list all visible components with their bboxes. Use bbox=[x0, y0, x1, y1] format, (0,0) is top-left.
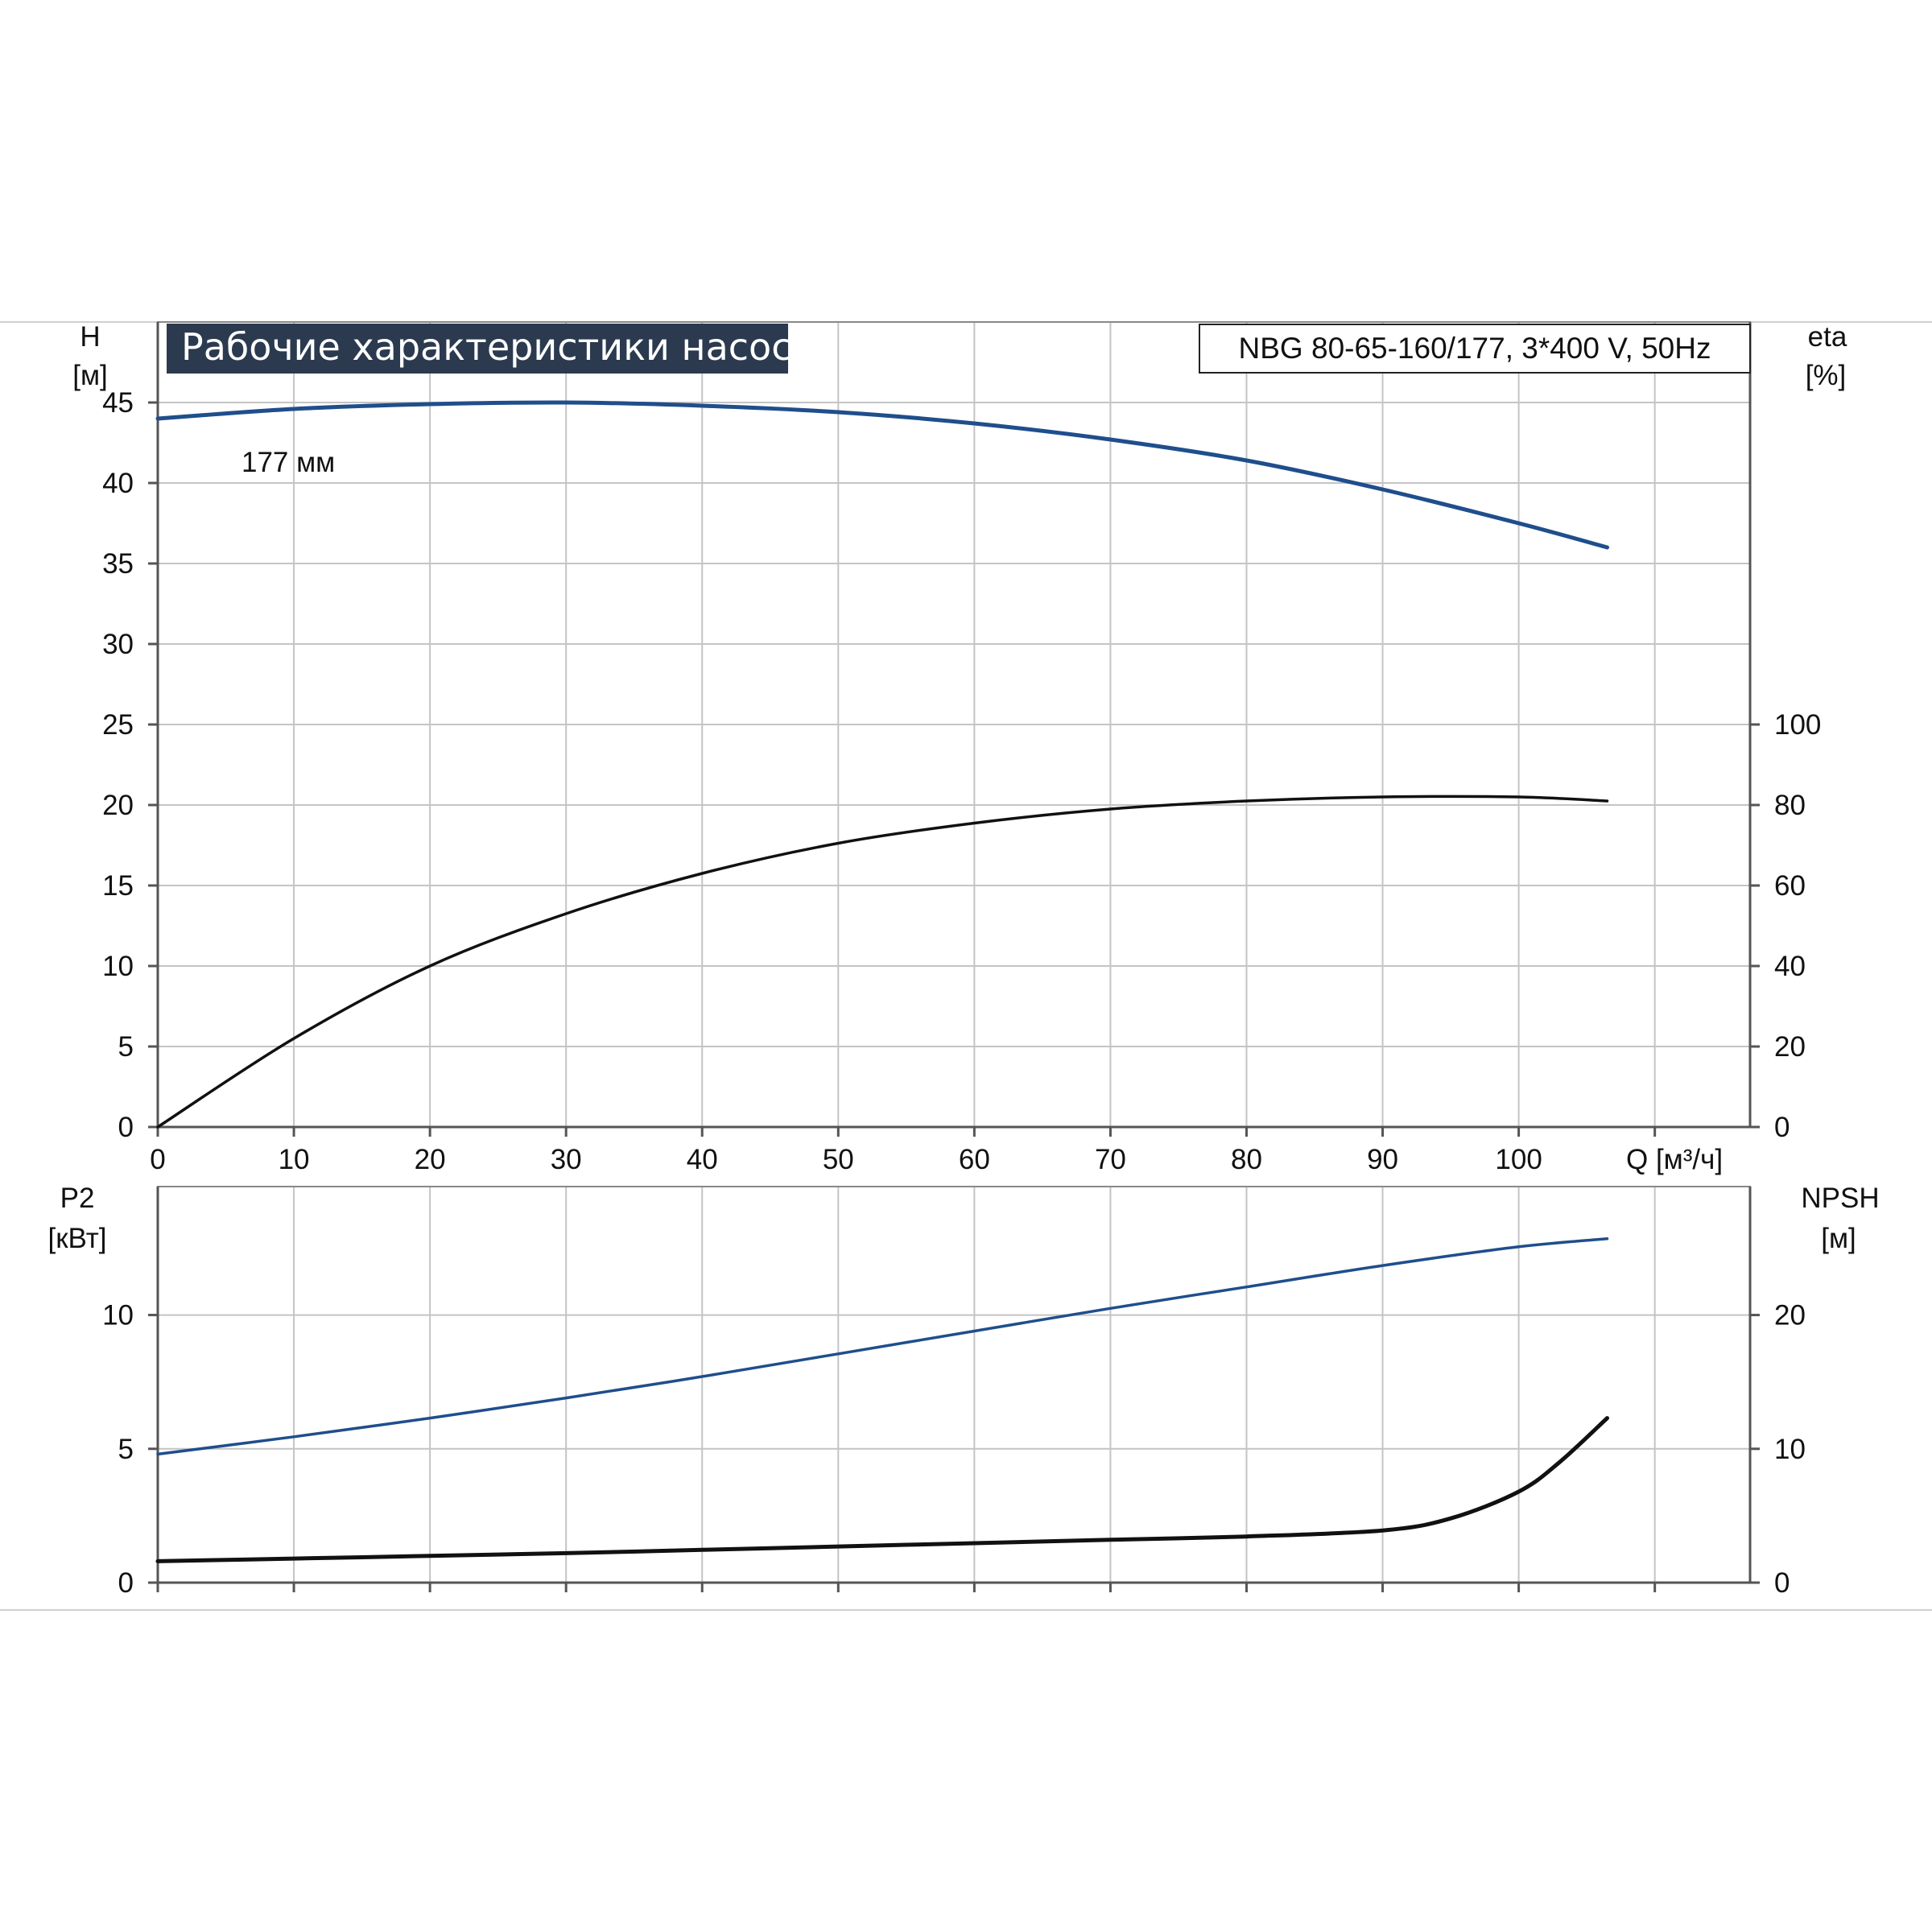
series-line-eta bbox=[156, 795, 1609, 1129]
bottom-left-tick-label: 10 bbox=[102, 1300, 134, 1331]
bottom-right-axis-label-line1: NPSH bbox=[1801, 1183, 1879, 1214]
title-box bbox=[167, 324, 788, 374]
top-left-tick-label: 30 bbox=[102, 629, 134, 660]
top-left-axis-label-line2: [м] bbox=[72, 360, 108, 391]
x-tick-label: 30 bbox=[551, 1144, 582, 1175]
x-tick-label: 60 bbox=[959, 1144, 990, 1175]
bottom-right-tick-label: 10 bbox=[1774, 1434, 1806, 1465]
top-right-tick-label: 0 bbox=[1774, 1112, 1790, 1143]
top-left-tick-label: 10 bbox=[102, 951, 134, 982]
top-left-tick-label: 0 bbox=[118, 1112, 134, 1143]
chart-title: Рабочие характеристики насоса bbox=[181, 325, 815, 369]
top-right-axis-label-line1: eta bbox=[1808, 321, 1847, 353]
x-tick-label: 90 bbox=[1367, 1144, 1398, 1175]
x-tick-label: 20 bbox=[415, 1144, 446, 1175]
curve-annotation: 177 мм bbox=[242, 447, 335, 478]
bottom-series bbox=[155, 1237, 1609, 1563]
top-right-tick-label: 40 bbox=[1774, 951, 1806, 982]
top-series bbox=[155, 400, 1609, 1129]
bottom-left-tick-label: 0 bbox=[118, 1567, 134, 1599]
bottom-right-tick-label: 0 bbox=[1774, 1567, 1790, 1599]
model-label-box bbox=[1199, 324, 1751, 374]
top-right-axis-label-line2: [%] bbox=[1806, 360, 1847, 391]
bottom-right-axis-label-line2: [м] bbox=[1821, 1223, 1856, 1254]
top-left-tick-label: 5 bbox=[118, 1031, 134, 1063]
bottom-right-tick-label: 20 bbox=[1774, 1300, 1806, 1331]
top-left-tick-label: 40 bbox=[102, 468, 134, 499]
model-label: NBG 80-65-160/177, 3*400 V, 50Hz bbox=[1239, 332, 1711, 365]
x-axis-label: Q [м³/ч] bbox=[1626, 1144, 1723, 1175]
top-left-tick-label: 45 bbox=[102, 387, 134, 419]
bottom-left-axis-label-line2: [кВт] bbox=[48, 1223, 107, 1254]
bottom-frame bbox=[157, 1186, 1751, 1583]
x-tick-label: 0 bbox=[150, 1144, 165, 1175]
top-grid bbox=[157, 321, 1751, 1128]
x-tick-label: 10 bbox=[279, 1144, 310, 1175]
bottom-left-axis-label-line1: P2 bbox=[60, 1183, 95, 1214]
series-line-npsh bbox=[155, 1416, 1609, 1563]
top-right-tick-label: 20 bbox=[1774, 1031, 1806, 1063]
top-panel: 0 5 10 15 20 25 30 35 40 45 0 20 40 60 80 100 0 10 20 30 40 5… bbox=[102, 321, 1821, 1175]
top-right-tick-label: 80 bbox=[1774, 790, 1806, 821]
top-left-tick-label: 35 bbox=[102, 548, 134, 580]
top-left-tick-label: 25 bbox=[102, 709, 134, 741]
x-tick-label: 40 bbox=[687, 1144, 718, 1175]
bottom-grid bbox=[157, 1186, 1751, 1583]
x-tick-label: 100 bbox=[1495, 1144, 1542, 1175]
top-right-tick-label: 60 bbox=[1774, 870, 1806, 902]
series-line-h bbox=[155, 400, 1609, 550]
x-tick-label: 50 bbox=[823, 1144, 854, 1175]
top-left-tick-label: 15 bbox=[102, 870, 134, 902]
top-left-axis-label-line1: H bbox=[80, 321, 100, 353]
bottom-panel: 0 5 10 0 10 20 bbox=[102, 1186, 1806, 1599]
top-right-tick-label: 100 bbox=[1774, 709, 1821, 741]
x-tick-label: 70 bbox=[1095, 1144, 1126, 1175]
top-ticks: 0 5 10 15 20 25 30 35 40 45 0 20 40 60 80 100 0 10 20 30 40 5… bbox=[102, 322, 1821, 1175]
bottom-ticks: 0 5 10 0 10 20 bbox=[102, 1187, 1806, 1599]
x-tick-label: 80 bbox=[1231, 1144, 1262, 1175]
bottom-left-tick-label: 5 bbox=[118, 1434, 134, 1465]
top-left-tick-label: 20 bbox=[102, 790, 134, 821]
series-line-p2 bbox=[156, 1237, 1609, 1456]
